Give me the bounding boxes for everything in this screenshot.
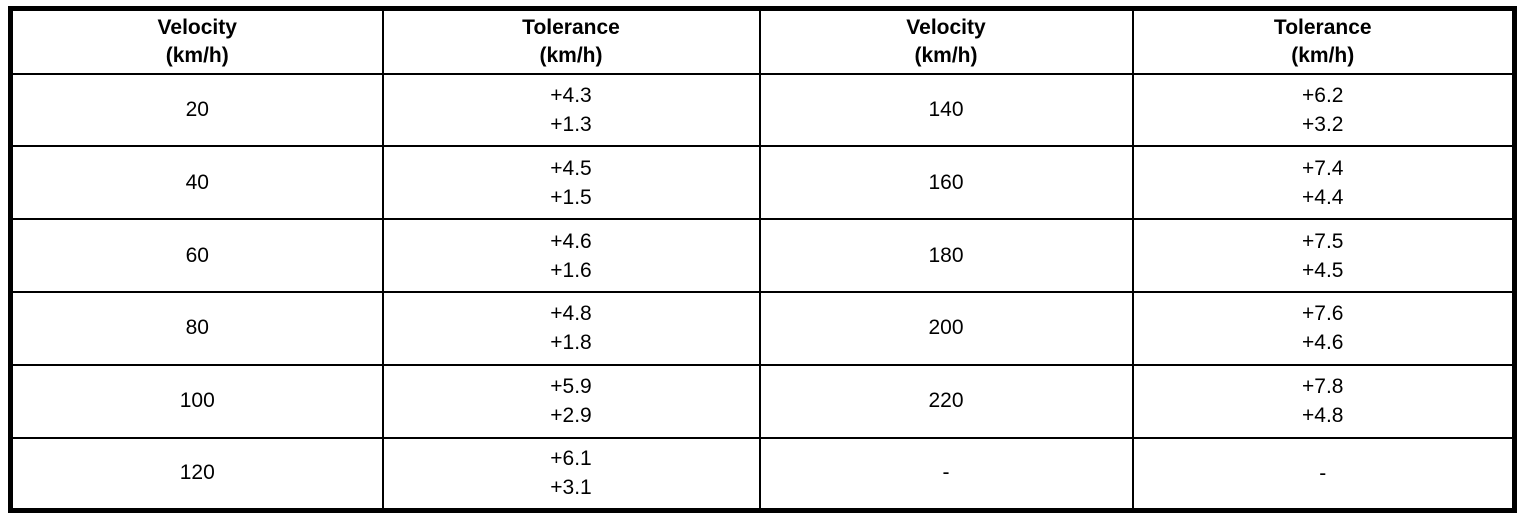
tolerance-upper-value: +4.8 [550,302,592,326]
tolerance-stack: +5.9 +2.9 [384,372,759,430]
header-velocity-left: Velocity (km/h) [9,7,384,75]
tolerance-cell: +4.5 +1.5 [381,145,761,221]
tolerance-cell: +4.3 +1.3 [381,72,761,148]
table-row: 80 +4.8 +1.8 200 +7.6 +4.6 [9,290,1516,366]
header-velocity-right: Velocity (km/h) [758,7,1134,75]
tolerance-cell: +7.6 +4.6 [1131,290,1516,366]
velocity-cell: 20 [9,72,384,148]
tolerance-cell: +7.5 +4.5 [1131,218,1516,293]
tolerance-lower-value: +1.3 [550,112,592,136]
tolerance-lower-value: +1.6 [550,258,592,282]
tolerance-upper-value: +7.4 [1302,156,1344,180]
velocity-cell: 60 [9,218,384,293]
tolerance-lower-value: +1.5 [550,185,592,209]
header-unit: (km/h) [539,43,603,67]
tolerance-lower-value: +1.8 [550,331,592,355]
header-title: Velocity [157,15,237,39]
tolerance-upper-value: +5.9 [550,375,592,399]
tolerance-stack: +6.2 +3.2 [1134,81,1513,139]
tolerance-upper-value: +7.6 [1302,302,1344,326]
header-unit: (km/h) [914,43,978,67]
velocity-cell: 140 [758,72,1134,148]
tolerance-stack: +4.5 +1.5 [384,154,759,212]
tolerance-upper-value: +4.6 [550,229,592,253]
tolerance-lower-value: +4.5 [1302,258,1344,282]
tolerance-cell: +6.2 +3.2 [1131,72,1516,148]
header-title: Velocity [906,15,986,39]
tolerance-upper-value: +6.2 [1302,83,1344,107]
tolerance-lower-value: +4.4 [1302,185,1344,209]
velocity-cell: 40 [9,145,384,221]
velocity-cell: 120 [9,436,384,512]
velocity-cell: 200 [758,290,1134,366]
velocity-tolerance-table: Velocity (km/h) Tolerance (km/h) Velocit… [8,6,1517,513]
tolerance-lower-value: +4.6 [1302,331,1344,355]
tolerance-stack: +7.5 +4.5 [1134,227,1513,285]
velocity-cell: 160 [758,145,1134,221]
tolerance-stack: +4.8 +1.8 [384,299,759,357]
tolerance-stack: +7.6 +4.6 [1134,299,1513,357]
tolerance-upper-value: +7.5 [1302,229,1344,253]
tolerance-stack: +4.3 +1.3 [384,81,759,139]
tolerance-stack: +6.1 +3.1 [384,444,759,502]
table-row: 120 +6.1 +3.1 - - [9,436,1516,512]
tolerance-stack: +7.8 +4.8 [1134,372,1513,430]
header-row: Velocity (km/h) Tolerance (km/h) Velocit… [9,7,1516,75]
table-row: 40 +4.5 +1.5 160 +7.4 +4.4 [9,145,1516,221]
tolerance-lower-value: +4.8 [1302,404,1344,428]
velocity-cell: 100 [9,363,384,439]
header-title: Tolerance [1273,15,1372,39]
velocity-cell: 180 [758,218,1134,293]
velocity-cell: 80 [9,290,384,366]
header-tolerance-right: Tolerance (km/h) [1131,7,1516,75]
tolerance-stack: +7.4 +4.4 [1134,154,1513,212]
tolerance-lower-value: +3.2 [1302,112,1344,136]
header-tolerance-left: Tolerance (km/h) [381,7,761,75]
tolerance-cell: +7.4 +4.4 [1131,145,1516,221]
tolerance-upper-value: - [1319,461,1327,485]
tolerance-cell: +4.6 +1.6 [381,218,761,293]
velocity-cell: 220 [758,363,1134,439]
header-unit: (km/h) [165,43,229,67]
tolerance-cell: +7.8 +4.8 [1131,363,1516,439]
tolerance-upper-value: +7.8 [1302,375,1344,399]
tolerance-cell: - [1131,436,1516,512]
tolerance-lower-value: +2.9 [550,404,592,428]
tolerance-stack: +4.6 +1.6 [384,227,759,285]
table-row: 20 +4.3 +1.3 140 +6.2 +3.2 [9,72,1516,148]
table-row: 60 +4.6 +1.6 180 +7.5 +4.5 [9,218,1516,293]
table-row: 100 +5.9 +2.9 220 +7.8 +4.8 [9,363,1516,439]
tolerance-stack: - [1134,459,1513,488]
tolerance-lower-value: +3.1 [550,476,592,500]
header-unit: (km/h) [1291,43,1355,67]
tolerance-upper-value: +4.5 [550,156,592,180]
tolerance-cell: +6.1 +3.1 [381,436,761,512]
tolerance-upper-value: +4.3 [550,83,592,107]
tolerance-upper-value: +6.1 [550,447,592,471]
tolerance-cell: +4.8 +1.8 [381,290,761,366]
header-title: Tolerance [522,15,620,39]
tolerance-cell: +5.9 +2.9 [381,363,761,439]
velocity-cell: - [758,436,1134,512]
